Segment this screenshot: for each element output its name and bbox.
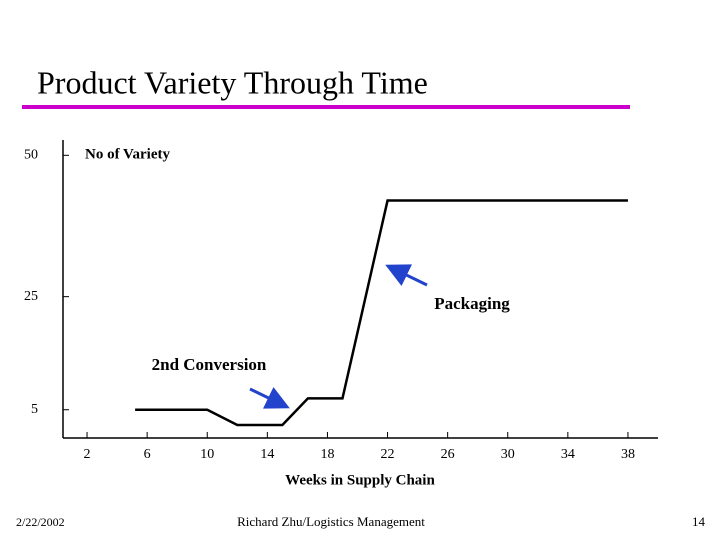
y-tick-label: 25 <box>24 289 38 304</box>
x-tick-label: 18 <box>320 447 334 462</box>
footer-page: 14 <box>692 514 706 529</box>
x-axis-label: Weeks in Supply Chain <box>285 472 435 488</box>
x-tick-label: 10 <box>200 447 214 462</box>
annotation: Packaging <box>434 294 510 313</box>
y-tick-label: 50 <box>24 148 38 163</box>
annotation: 2nd Conversion <box>152 355 267 374</box>
x-tick-label: 26 <box>441 447 455 462</box>
arrow <box>249 386 290 409</box>
arrow <box>385 264 428 287</box>
x-tick-label: 22 <box>381 447 395 462</box>
slide-title: Product Variety Through Time <box>37 64 428 100</box>
footer-author: Richard Zhu/Logistics Management <box>237 514 425 529</box>
x-tick-label: 30 <box>501 447 515 462</box>
x-tick-label: 2 <box>84 447 91 462</box>
data-line <box>135 199 628 427</box>
x-tick-label: 38 <box>621 447 635 462</box>
x-tick-label: 14 <box>260 447 274 462</box>
footer-date: 2/22/2002 <box>16 515 65 529</box>
x-tick-label: 6 <box>144 447 151 462</box>
y-tick-label: 5 <box>31 402 38 417</box>
y-axis-label: No of Variety <box>85 146 170 162</box>
x-tick-label: 34 <box>561 447 575 462</box>
